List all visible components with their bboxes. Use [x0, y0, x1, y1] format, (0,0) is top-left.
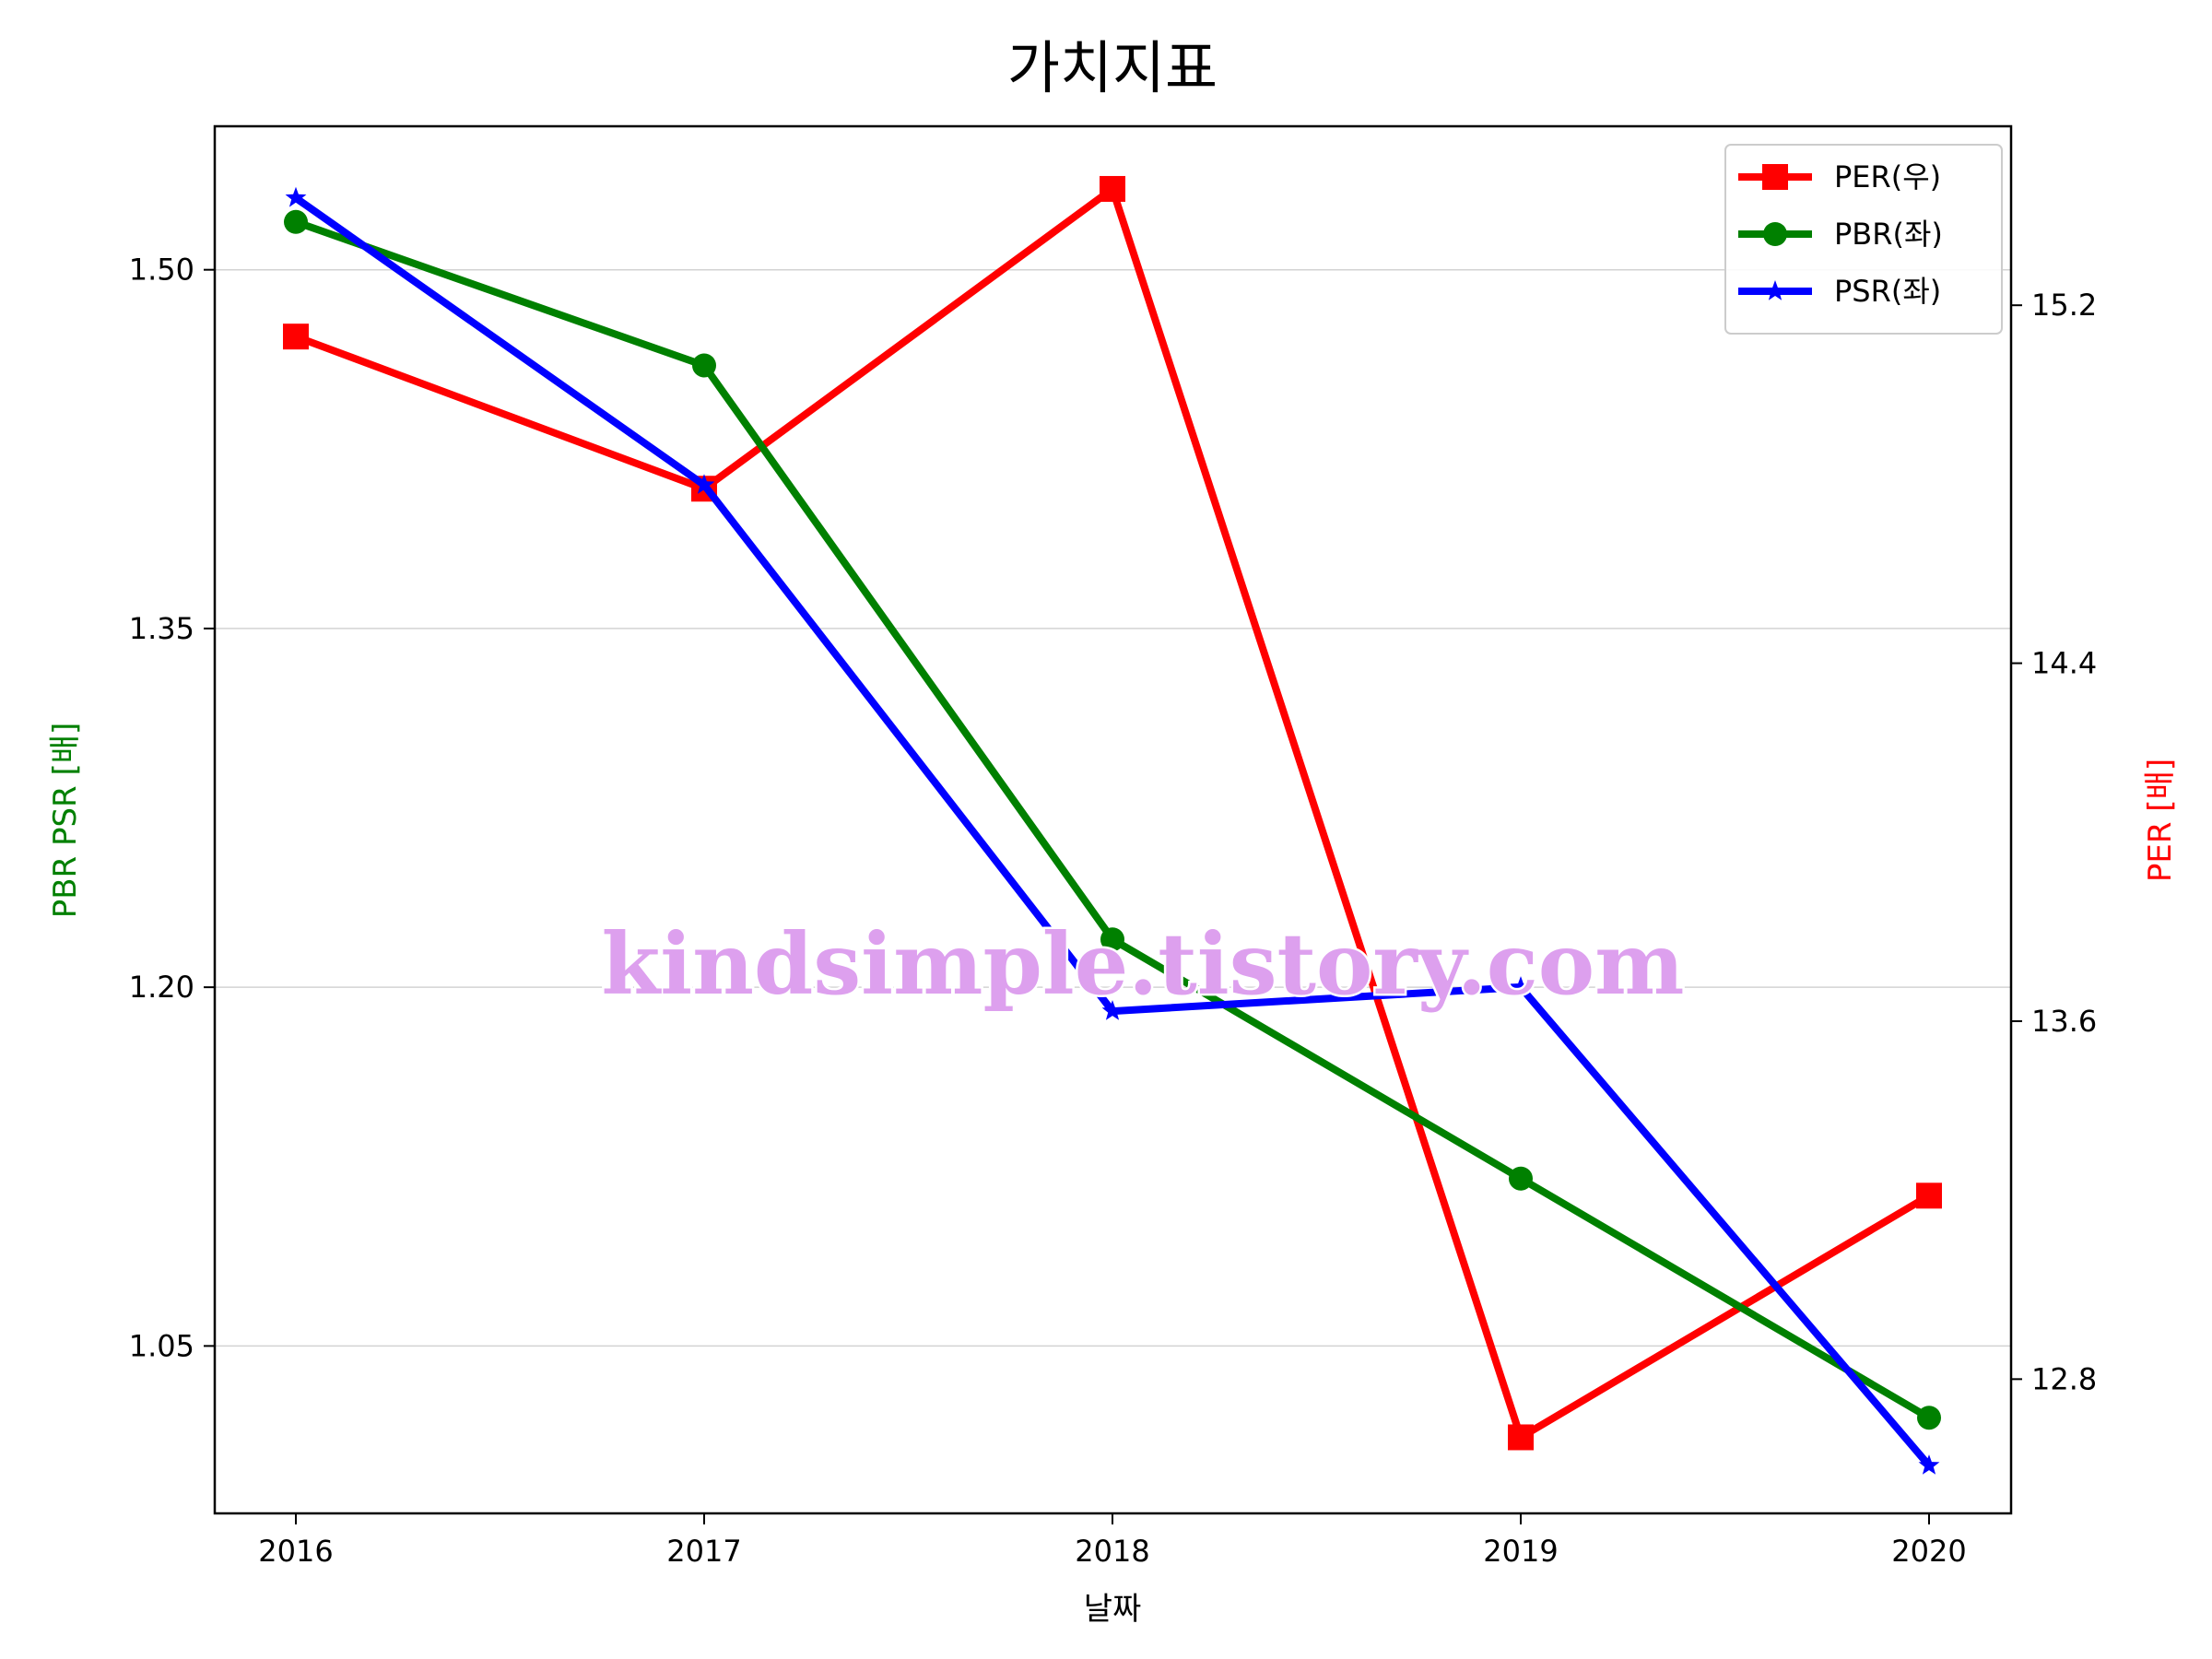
y-right-tick-label: 12.8 [2031, 1361, 2097, 1396]
y-right-tick-label: 14.4 [2031, 646, 2097, 681]
x-axis-label: 날짜 [1084, 1591, 1142, 1628]
data-point [1510, 976, 1532, 996]
x-axis: 2016 2017 2018 2019 2020 [258, 1513, 1967, 1569]
legend: PER(우) PBR(좌) PSR(좌) [1724, 144, 2003, 335]
data-point [285, 186, 307, 207]
x-tick-label: 2020 [1891, 1534, 1966, 1569]
y-left-tick-label: 1.50 [129, 253, 194, 288]
y-left-tick-label: 1.20 [129, 970, 194, 1005]
data-point [1101, 1000, 1124, 1020]
watermark: kindsimple.tistory.com [601, 914, 1684, 1014]
legend-label: PER(우) [1834, 159, 1941, 194]
data-point [692, 353, 716, 378]
data-point [283, 324, 309, 350]
data-point [1509, 1166, 1533, 1191]
data-point [284, 209, 308, 234]
y-axis-right-label: PER [배] [2142, 759, 2179, 882]
x-tick-label: 2018 [1075, 1534, 1149, 1569]
series-PSR(좌) [285, 186, 1940, 1475]
legend-box [1724, 144, 2003, 335]
y-left-tick-label: 1.05 [129, 1328, 194, 1363]
series-layer [283, 175, 1942, 1475]
gridlines [215, 268, 2011, 1347]
legend-marker [1762, 164, 1788, 190]
data-point [1100, 175, 1125, 202]
y-axis-left: 1.05 1.20 1.35 1.50 [129, 253, 215, 1363]
data-point [693, 474, 715, 494]
legend-marker [1763, 222, 1787, 246]
legend-label: PSR(좌) [1834, 274, 1941, 309]
data-point [1917, 1406, 1941, 1430]
y-right-tick-label: 13.6 [2031, 1004, 2097, 1039]
y-axis-right: 12.8 13.6 14.4 15.2 [2011, 288, 2097, 1396]
data-point [1508, 1424, 1534, 1451]
y-axis-left-label: PBR PSR [배] [47, 723, 84, 919]
series-PBR(좌) [284, 209, 1941, 1430]
data-point [1916, 1182, 1942, 1209]
x-tick-label: 2019 [1483, 1534, 1558, 1569]
legend-entry: PBR(좌) [1738, 217, 1943, 252]
legend-entry: PER(우) [1738, 159, 1941, 194]
y-right-tick-label: 15.2 [2031, 288, 2097, 323]
data-point [1918, 1454, 1940, 1475]
legend-marker [1764, 280, 1786, 300]
data-point [1100, 927, 1124, 952]
legend-entry: PSR(좌) [1738, 274, 1941, 309]
legend-label: PBR(좌) [1834, 217, 1943, 252]
x-tick-label: 2016 [258, 1534, 333, 1569]
chart-title: 가치지표 [1007, 34, 1218, 101]
y-left-tick-label: 1.35 [129, 611, 194, 646]
x-tick-label: 2017 [666, 1534, 741, 1569]
